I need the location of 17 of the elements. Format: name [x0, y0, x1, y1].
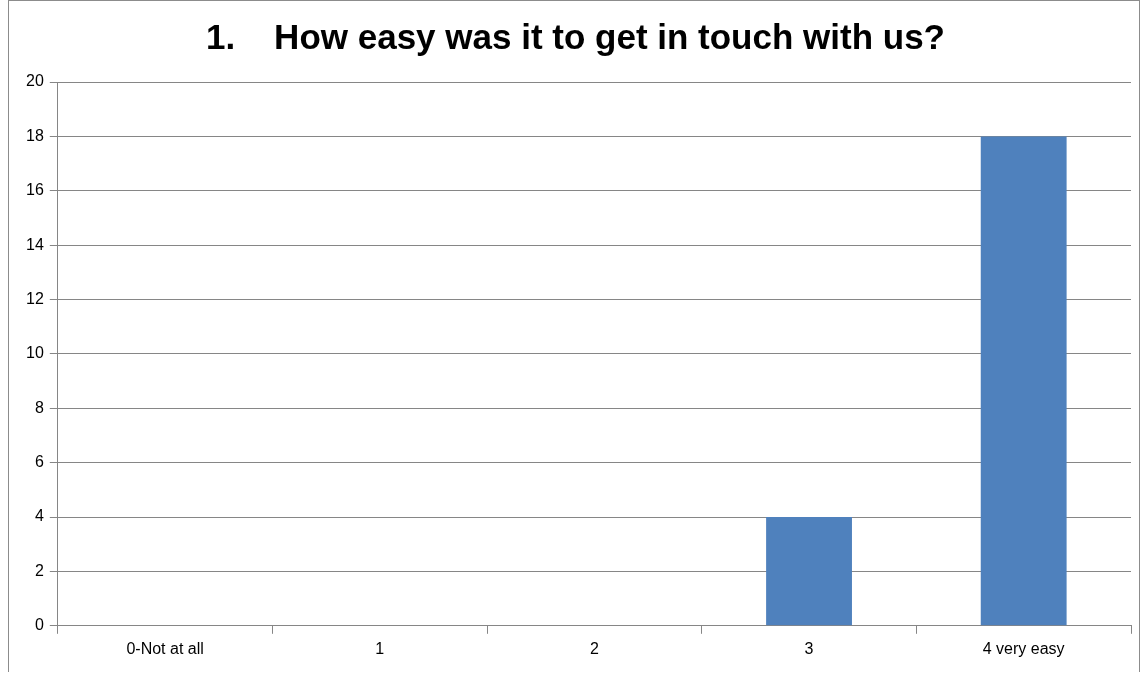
y-tick-label: 0: [34, 616, 44, 634]
x-tick-label: 1: [375, 639, 385, 657]
y-tick-label: 18: [26, 126, 44, 144]
x-tick-label: 0-Not at all: [126, 639, 204, 657]
y-tick-label: 4: [34, 507, 44, 525]
x-tick-label: 2: [589, 639, 599, 657]
y-tick-label: 20: [26, 72, 44, 90]
y-tick-label: 12: [26, 289, 44, 307]
y-tick-label: 14: [26, 235, 44, 253]
y-tick-label: 16: [26, 181, 44, 199]
x-tick-label: 4 very easy: [982, 639, 1065, 657]
y-tick-label: 6: [34, 453, 44, 471]
chart-title: 1. How easy was it to get in touch with us?: [206, 16, 945, 56]
y-tick-label: 10: [26, 344, 44, 362]
x-tick-label: 3: [804, 639, 814, 657]
y-tick-label: 8: [34, 398, 44, 416]
y-tick-label: 2: [34, 561, 44, 579]
